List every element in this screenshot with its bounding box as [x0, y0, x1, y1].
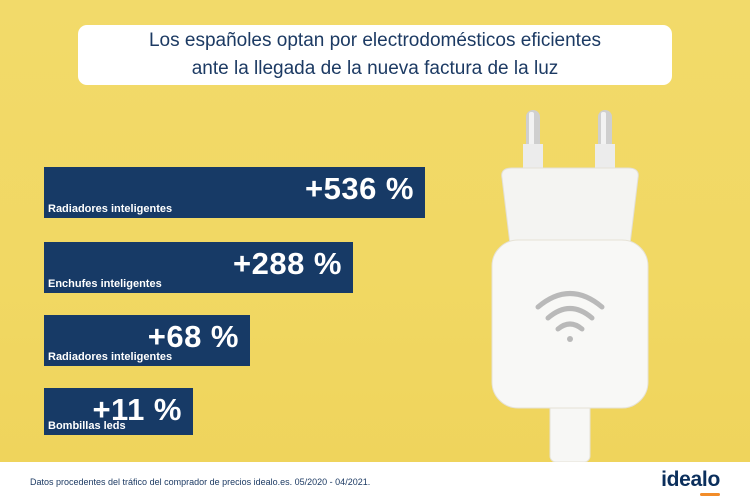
title-box: Los españoles optan por electrodoméstico…: [78, 25, 672, 85]
bar-category-label: Enchufes inteligentes: [48, 278, 162, 290]
footer: Datos procedentes del tráfico del compra…: [0, 462, 750, 500]
bar-value-label: +68 %: [147, 319, 239, 354]
source-note: Datos procedentes del tráfico del compra…: [30, 477, 371, 487]
wifi-icon: [535, 291, 605, 342]
cable: [549, 399, 591, 462]
bar-value-label: +536 %: [304, 171, 414, 206]
bar-2: +288 % Enchufes inteligentes: [44, 242, 353, 293]
plug-head: [501, 167, 639, 245]
bar-category-label: Radiadores inteligentes: [48, 203, 173, 215]
bar-1: +536 % Radiadores inteligentes: [44, 167, 425, 218]
bar-category-label: Bombillas leds: [48, 420, 126, 432]
background-photo: Los españoles optan por electrodoméstico…: [0, 0, 750, 462]
title-line-2: ante la llegada de la nueva factura de l…: [191, 58, 559, 79]
plug-prongs: [523, 110, 615, 176]
bar-value-label: +11 %: [92, 392, 182, 427]
bar-4: +11 % Bombillas leds: [44, 388, 193, 435]
logo-accent: [700, 493, 720, 496]
smart-plug-illustration: [491, 110, 649, 462]
title-line-1: Los españoles optan por electrodoméstico…: [148, 30, 602, 51]
bar-value-label: +288 %: [232, 246, 342, 281]
idealo-logo: idealo: [661, 468, 720, 491]
bar-category-label: Radiadores inteligentes: [48, 351, 173, 363]
bar-3: +68 % Radiadores inteligentes: [44, 315, 250, 366]
